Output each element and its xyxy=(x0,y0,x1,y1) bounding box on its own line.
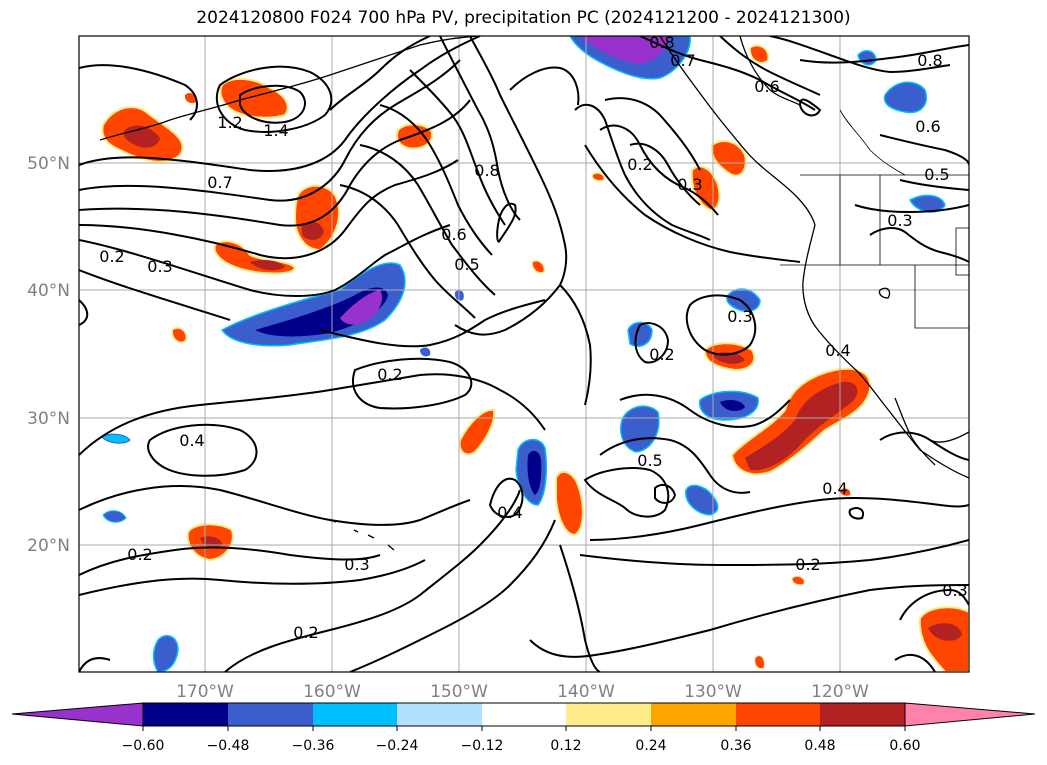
colorbar-extend-min xyxy=(11,702,144,727)
colorbar-tick-label: 0.60 xyxy=(889,738,920,754)
colorbar-segment xyxy=(820,703,905,726)
contour-label: 0.7 xyxy=(207,173,232,192)
colorbar-segment xyxy=(566,703,651,726)
colorbar-tick-label: 0.36 xyxy=(720,738,751,754)
latitude-labels: 50°N 40°N 30°N 20°N xyxy=(27,154,70,556)
borders xyxy=(780,109,969,329)
colorbar-tick-label: 0.12 xyxy=(550,738,581,754)
contour-label: 0.6 xyxy=(754,77,779,96)
contour-label: 0.6 xyxy=(441,225,466,244)
contour-label: 0.2 xyxy=(99,247,124,266)
colorbar-extend-max xyxy=(904,702,1036,727)
colorbar-segment xyxy=(313,703,397,726)
contour-label: 0.8 xyxy=(917,51,942,70)
contour-label: 0.4 xyxy=(825,341,850,360)
contour-label: 0.4 xyxy=(497,503,522,522)
colorbar-tick-label: −0.36 xyxy=(292,738,335,754)
colorbar-tick-label: −0.60 xyxy=(122,738,165,754)
colorbar-tick-label: −0.12 xyxy=(461,738,504,754)
lon-label: 130°W xyxy=(684,682,742,702)
colorbar-tick-label: 0.48 xyxy=(804,738,835,754)
contour-label: 0.2 xyxy=(795,555,820,574)
contour-label: 0.4 xyxy=(179,431,204,450)
contour-label: 1.4 xyxy=(263,121,288,140)
contour-label: 0.3 xyxy=(887,211,912,230)
colorbar: −0.60 −0.48 −0.36 −0.24 −0.12 0.12 0.24 … xyxy=(11,702,1036,754)
graticule xyxy=(79,36,969,672)
precipitation-shading xyxy=(101,36,969,672)
contour-label: 0.2 xyxy=(649,345,674,364)
lon-label: 140°W xyxy=(557,682,615,702)
contour-label: 0.2 xyxy=(627,155,652,174)
map-title: 2024120800 F024 700 hPa PV, precipitatio… xyxy=(196,8,851,28)
colorbar-segment xyxy=(736,703,820,726)
map-frame xyxy=(78,35,970,673)
contour-label: 0.8 xyxy=(649,33,674,52)
colorbar-segment xyxy=(397,703,482,726)
lat-label: 30°N xyxy=(27,409,70,429)
pv-contours xyxy=(79,36,969,672)
contour-label: 0.8 xyxy=(474,161,499,180)
contour-label: 0.5 xyxy=(637,451,662,470)
colorbar-frame xyxy=(142,702,906,727)
lat-label: 40°N xyxy=(27,281,70,301)
contour-label: 0.5 xyxy=(924,165,949,184)
colorbar-tick-label: −0.24 xyxy=(376,738,419,754)
longitude-labels: 170°W 160°W 150°W 140°W 130°W 120°W xyxy=(176,682,869,702)
contour-label: 0.3 xyxy=(677,175,702,194)
colorbar-segment xyxy=(651,703,736,726)
contour-label: 0.2 xyxy=(377,365,402,384)
contour-label: 0.2 xyxy=(127,545,152,564)
contour-label: 0.4 xyxy=(822,479,847,498)
contour-label: 0.3 xyxy=(344,555,369,574)
contour-label: 0.2 xyxy=(293,623,318,642)
colorbar-segment xyxy=(228,703,313,726)
contour-label: 0.3 xyxy=(727,307,752,326)
contour-label: 0.3 xyxy=(147,257,172,276)
contour-label: 0.3 xyxy=(942,581,967,600)
lon-label: 120°W xyxy=(811,682,869,702)
lat-label: 20°N xyxy=(27,536,70,556)
lat-label: 50°N xyxy=(27,154,70,174)
contour-labels: 0.8 0.8 0.7 0.6 0.6 1.4 1.2 0.7 0.8 0.6 … xyxy=(99,33,967,642)
colorbar-segment xyxy=(143,703,228,726)
contour-label: 1.2 xyxy=(217,113,242,132)
colorbar-tick-label: −0.48 xyxy=(207,738,250,754)
contour-label: 0.7 xyxy=(670,51,695,70)
lon-label: 170°W xyxy=(176,682,234,702)
colorbar-tick-label: 0.24 xyxy=(635,738,666,754)
contour-label: 0.6 xyxy=(915,117,940,136)
coastlines xyxy=(99,36,969,551)
lon-label: 160°W xyxy=(303,682,361,702)
contour-label: 0.5 xyxy=(454,255,479,274)
colorbar-segment xyxy=(482,703,566,726)
lon-label: 150°W xyxy=(430,682,488,702)
